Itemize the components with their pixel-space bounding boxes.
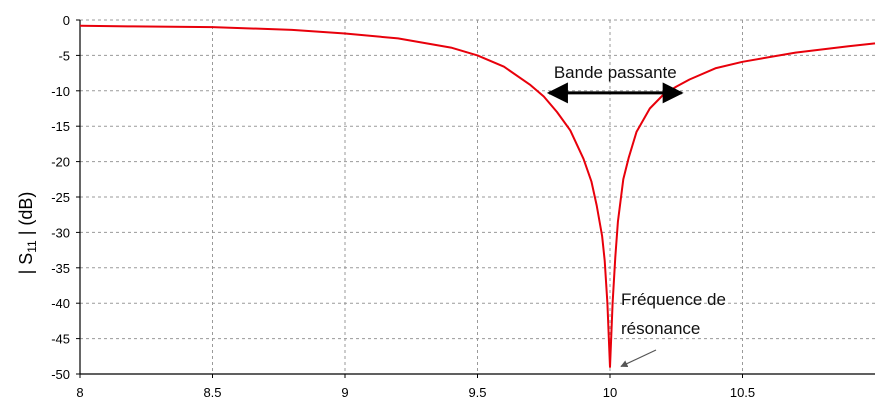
y-axis-label-subscript: 11 xyxy=(25,240,39,253)
y-axis-label-suffix: | (dB) xyxy=(16,192,36,241)
y-tick-label: -25 xyxy=(51,190,70,205)
x-tick-label: 8.5 xyxy=(203,385,221,400)
y-tick-label: -45 xyxy=(51,332,70,347)
y-axis-label: | S11 | (dB) xyxy=(16,192,39,275)
x-tick-label: 8 xyxy=(76,385,83,400)
y-tick-label: -20 xyxy=(51,155,70,170)
y-tick-label: 0 xyxy=(63,13,70,28)
tick-labels: 0 -5 -10 -15 -20 -25 -30 -35 -40 -45 -50 8 8.5 9 9.5 10… xyxy=(51,13,755,400)
annotations: Bande passante Fréquence de résonance xyxy=(546,63,726,368)
y-axis-label-group: | S11 | (dB) xyxy=(16,192,39,275)
x-tick-label: 9.5 xyxy=(468,385,486,400)
y-tick-label: -30 xyxy=(51,225,70,240)
grid xyxy=(80,19,875,374)
y-tick-label: -40 xyxy=(51,296,70,311)
y-tick-label: -35 xyxy=(51,261,70,276)
resonance-arrow xyxy=(620,349,657,368)
x-tick-label: 10 xyxy=(603,385,617,400)
resonance-label-line2: résonance xyxy=(621,319,700,338)
x-tick-label: 9 xyxy=(341,385,348,400)
y-tick-label: -5 xyxy=(58,48,70,63)
y-tick-label: -15 xyxy=(51,119,70,134)
bandwidth-label: Bande passante xyxy=(554,63,677,82)
resonance-label-line1: Fréquence de xyxy=(621,290,726,309)
y-axis-label-prefix: | S xyxy=(16,253,36,275)
y-tick-label: -10 xyxy=(51,84,70,99)
x-tick-label: 10.5 xyxy=(730,385,755,400)
axes xyxy=(76,19,875,378)
y-tick-label: -50 xyxy=(51,367,70,382)
